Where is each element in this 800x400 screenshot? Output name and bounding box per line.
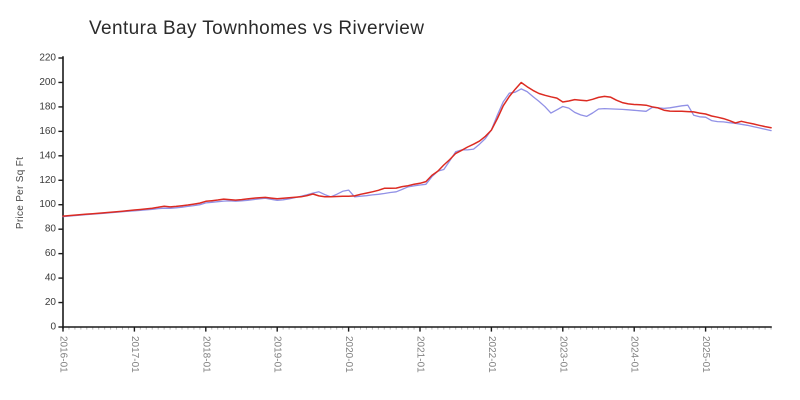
y-tick-label: 60	[45, 248, 57, 259]
x-tick-label: 2025-01	[700, 336, 711, 373]
y-axis-title: Price Per Sq Ft	[15, 156, 26, 230]
y-tick-label: 140	[39, 150, 56, 161]
x-tick-label: 2024-01	[629, 336, 640, 373]
x-tick-label: 2021-01	[415, 336, 426, 373]
y-tick-label: 40	[45, 273, 57, 284]
y-tick-label: 220	[39, 53, 56, 64]
x-tick-label: 2023-01	[557, 336, 568, 373]
x-tick-label: 2022-01	[486, 336, 497, 373]
x-tick-labels: 2016-01 2017-01 2018-01 2019-01 2020-01 2021-…	[58, 336, 712, 373]
chart-title: Ventura Bay Townhomes vs Riverview	[89, 18, 425, 39]
axis-spines	[62, 56, 772, 329]
y-tick-label: 100	[39, 199, 56, 210]
y-tick-label: 180	[39, 101, 56, 112]
x-tick-label: 2017-01	[129, 336, 140, 373]
y-tick-label: 160	[39, 126, 56, 137]
y-tick-labels: 0 20 40 60 80 100 120 140 160 180 200 220	[39, 53, 56, 333]
series-line-riverview	[62, 88, 772, 218]
x-tick-label: 2020-01	[343, 336, 354, 373]
x-tick-label: 2019-01	[272, 336, 283, 373]
y-tick-label: 0	[50, 322, 56, 333]
y-tick-label: 200	[39, 77, 56, 88]
series-line-ventura-bay-townhomes	[62, 81, 772, 217]
y-tick-label: 80	[45, 224, 57, 235]
x-tick-label: 2018-01	[200, 336, 211, 373]
y-tick-label: 20	[45, 297, 57, 308]
x-tick-label: 2016-01	[58, 336, 69, 373]
y-tick-label: 120	[39, 175, 56, 186]
